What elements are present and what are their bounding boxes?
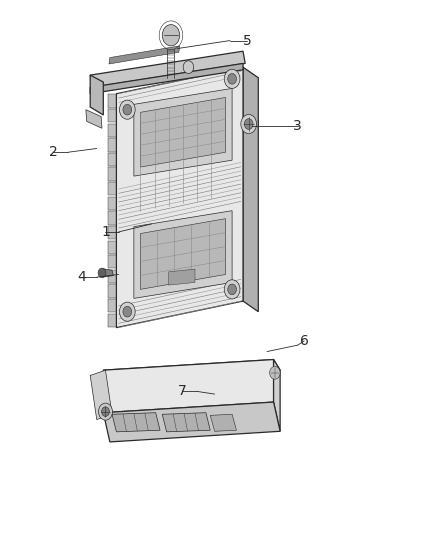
Circle shape bbox=[162, 25, 180, 46]
Circle shape bbox=[102, 407, 110, 416]
Polygon shape bbox=[103, 360, 280, 370]
Text: 6: 6 bbox=[300, 334, 309, 348]
Polygon shape bbox=[108, 240, 117, 254]
Polygon shape bbox=[90, 370, 112, 419]
Circle shape bbox=[123, 104, 132, 115]
Polygon shape bbox=[103, 360, 274, 413]
Polygon shape bbox=[108, 109, 117, 122]
Polygon shape bbox=[141, 219, 226, 289]
Text: 4: 4 bbox=[77, 270, 86, 284]
Text: 2: 2 bbox=[49, 145, 57, 159]
Polygon shape bbox=[90, 51, 245, 87]
Circle shape bbox=[228, 74, 237, 84]
Polygon shape bbox=[141, 98, 226, 167]
Circle shape bbox=[228, 284, 237, 295]
Polygon shape bbox=[243, 67, 258, 312]
Text: 5: 5 bbox=[243, 34, 252, 47]
Polygon shape bbox=[108, 226, 117, 239]
Text: 1: 1 bbox=[101, 225, 110, 239]
Circle shape bbox=[120, 100, 135, 119]
Polygon shape bbox=[108, 138, 117, 151]
Polygon shape bbox=[90, 63, 243, 94]
Circle shape bbox=[241, 115, 257, 134]
Polygon shape bbox=[108, 197, 117, 210]
Text: 3: 3 bbox=[293, 119, 302, 133]
Circle shape bbox=[270, 367, 280, 379]
Circle shape bbox=[123, 306, 132, 317]
Circle shape bbox=[244, 119, 253, 130]
Text: 7: 7 bbox=[177, 384, 186, 399]
Polygon shape bbox=[108, 124, 117, 137]
Polygon shape bbox=[108, 182, 117, 196]
Polygon shape bbox=[108, 285, 117, 298]
Polygon shape bbox=[108, 314, 117, 327]
Polygon shape bbox=[108, 167, 117, 181]
Polygon shape bbox=[210, 414, 237, 431]
Polygon shape bbox=[108, 270, 117, 283]
Polygon shape bbox=[112, 413, 160, 432]
Circle shape bbox=[98, 268, 106, 278]
Polygon shape bbox=[108, 299, 117, 312]
Polygon shape bbox=[274, 360, 280, 431]
Polygon shape bbox=[90, 75, 103, 115]
Circle shape bbox=[99, 403, 113, 420]
Circle shape bbox=[183, 61, 194, 74]
Polygon shape bbox=[109, 46, 180, 64]
Polygon shape bbox=[117, 67, 243, 328]
Polygon shape bbox=[108, 153, 117, 166]
Polygon shape bbox=[102, 269, 113, 277]
Polygon shape bbox=[86, 110, 102, 128]
Polygon shape bbox=[108, 255, 117, 269]
Polygon shape bbox=[162, 413, 210, 432]
Circle shape bbox=[224, 280, 240, 299]
Polygon shape bbox=[103, 402, 280, 442]
Polygon shape bbox=[169, 269, 195, 285]
Circle shape bbox=[224, 69, 240, 88]
Polygon shape bbox=[134, 88, 232, 176]
Polygon shape bbox=[108, 212, 117, 224]
Polygon shape bbox=[134, 211, 232, 298]
Circle shape bbox=[120, 302, 135, 321]
Polygon shape bbox=[108, 94, 117, 108]
